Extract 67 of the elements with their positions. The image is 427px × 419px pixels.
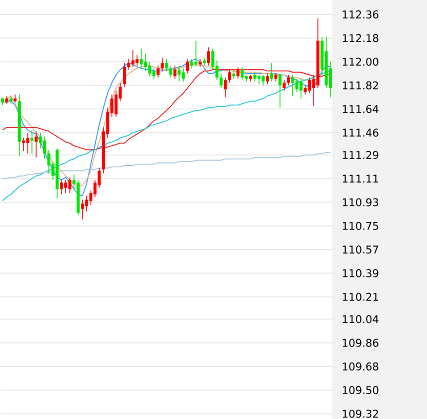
y-tick-label: 112.36 bbox=[342, 10, 378, 18]
candlestick bbox=[47, 149, 50, 174]
candlestick bbox=[152, 68, 156, 80]
candlestick bbox=[144, 53, 147, 72]
candlestick bbox=[194, 40, 198, 68]
candlestick bbox=[68, 176, 72, 194]
candlestick bbox=[34, 130, 38, 158]
candlestick bbox=[282, 80, 286, 92]
y-tick-label: 110.75 bbox=[342, 222, 378, 230]
candlestick bbox=[232, 69, 236, 80]
candlestick bbox=[127, 58, 130, 70]
candlestick bbox=[114, 90, 118, 118]
y-tick-label: 111.46 bbox=[342, 128, 378, 137]
candlestick bbox=[122, 62, 126, 88]
candlestick bbox=[156, 65, 160, 78]
y-tick-label: 109.50 bbox=[342, 386, 378, 394]
y-tick-label: 109.86 bbox=[342, 338, 378, 347]
candlestick bbox=[291, 74, 294, 96]
candlestick bbox=[266, 73, 269, 84]
candlestick bbox=[295, 78, 298, 92]
candlestick bbox=[207, 46, 210, 66]
y-tick-label: 111.29 bbox=[342, 150, 378, 160]
candlestick bbox=[85, 195, 88, 212]
y-tick-label: 111.64 bbox=[342, 104, 378, 114]
candlestick bbox=[173, 65, 176, 80]
y-tick-label: 110.21 bbox=[342, 292, 378, 301]
candlestick bbox=[286, 74, 290, 86]
candlestick bbox=[22, 138, 26, 152]
candlestick bbox=[148, 61, 152, 77]
candlestick bbox=[224, 77, 227, 98]
candlestick bbox=[140, 48, 143, 69]
candlestick bbox=[43, 136, 46, 160]
y-tick-label: 111.82 bbox=[342, 81, 378, 90]
candlestick bbox=[186, 58, 190, 74]
candlestick bbox=[182, 68, 185, 82]
candlestick bbox=[64, 180, 68, 194]
y-tick-label: 111.11 bbox=[342, 174, 378, 183]
candlestick bbox=[164, 58, 168, 72]
y-tick-label: 112.00 bbox=[342, 58, 378, 66]
candlestick bbox=[257, 74, 261, 84]
y-tick-label: 110.93 bbox=[342, 198, 378, 206]
y-tick-label: 109.32 bbox=[342, 410, 378, 418]
y-tick-label: 109.68 bbox=[342, 362, 378, 370]
candlestick bbox=[308, 77, 311, 94]
candlestick bbox=[262, 74, 265, 86]
y-tick-label: 110.39 bbox=[342, 269, 378, 278]
candlestick bbox=[160, 57, 164, 72]
candlestick bbox=[178, 65, 181, 82]
candlestick bbox=[228, 69, 232, 84]
candlestick bbox=[30, 130, 34, 154]
candlestick bbox=[80, 199, 84, 220]
candlestick bbox=[136, 54, 139, 66]
candlestick bbox=[240, 66, 244, 81]
candlestick bbox=[236, 66, 240, 80]
candlestick bbox=[131, 50, 134, 68]
candlestick bbox=[300, 78, 303, 99]
candlestick bbox=[26, 132, 30, 154]
candlestick bbox=[169, 65, 172, 78]
candlestick bbox=[270, 62, 274, 82]
y-tick-label: 110.57 bbox=[342, 246, 378, 254]
candlestick bbox=[220, 73, 223, 88]
y-tick-label: 112.18 bbox=[342, 34, 378, 42]
candlestick bbox=[60, 180, 63, 195]
candlestick bbox=[190, 58, 194, 69]
candlestick bbox=[253, 72, 256, 82]
y-tick-label: 110.04 bbox=[342, 315, 378, 324]
candlestick bbox=[278, 73, 282, 108]
